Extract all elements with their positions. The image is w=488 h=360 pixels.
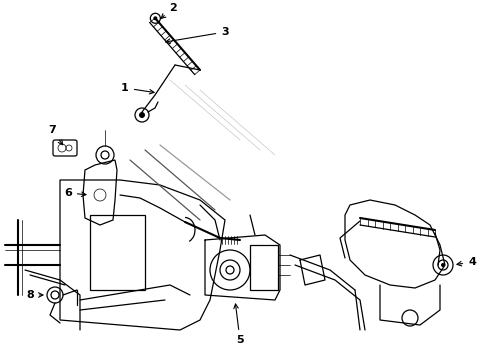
Circle shape [139,112,145,118]
FancyBboxPatch shape [53,140,77,156]
Text: 8: 8 [26,290,43,300]
Circle shape [153,16,157,20]
Text: 3: 3 [165,27,228,43]
Text: 7: 7 [48,125,62,145]
Circle shape [440,263,444,267]
Text: 6: 6 [64,188,86,198]
Text: 2: 2 [161,3,177,18]
Bar [249,245,278,290]
Text: 4: 4 [456,257,475,267]
Text: 1: 1 [121,83,154,94]
Text: 5: 5 [233,304,244,345]
Bar [90,215,145,290]
